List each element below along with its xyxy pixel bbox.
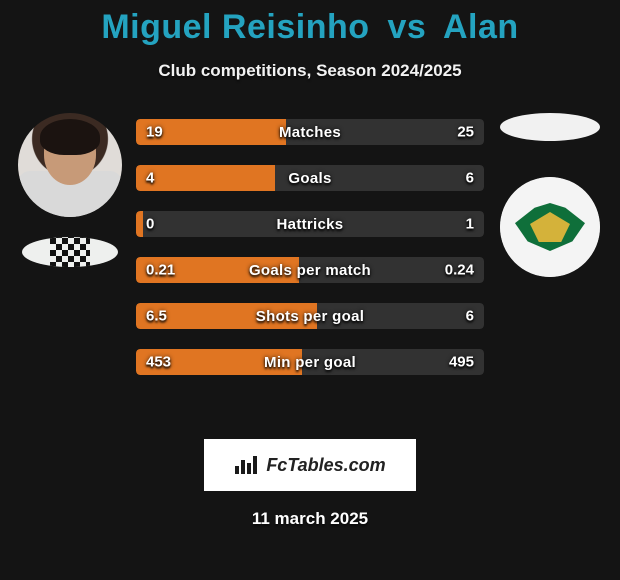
stat-row: 19 25 Matches (136, 119, 484, 145)
stat-value-right: 25 (457, 124, 474, 141)
watermark: FcTables.com (204, 439, 416, 491)
date: 11 march 2025 (0, 509, 620, 529)
player2-club-badge (500, 177, 600, 277)
checker-pattern-icon (50, 237, 90, 267)
stat-row: 0 1 Hattricks (136, 211, 484, 237)
stat-row: 0.21 0.24 Goals per match (136, 257, 484, 283)
stat-value-right: 0.24 (445, 262, 474, 279)
watermark-text: FcTables.com (266, 455, 385, 476)
subtitle: Club competitions, Season 2024/2025 (0, 61, 620, 81)
bar-left-segment (136, 211, 143, 237)
stat-value-right: 495 (449, 354, 474, 371)
stat-value-left: 453 (146, 354, 171, 371)
player1-avatar-hair (40, 119, 100, 155)
stat-label: Goals per match (249, 262, 371, 279)
stat-row: 4 6 Goals (136, 165, 484, 191)
stat-value-left: 4 (146, 170, 154, 187)
player2-photo-placeholder (500, 113, 600, 141)
player2-name: Alan (443, 8, 519, 46)
stat-value-left: 6.5 (146, 308, 167, 325)
bar-left-segment (136, 165, 275, 191)
boavista-icon (22, 237, 118, 267)
stat-label: Min per goal (264, 354, 356, 371)
stat-bars: 19 25 Matches 4 6 Goals 0 1 Hattricks 0.21 0.24 Goa… (136, 119, 484, 395)
stat-value-right: 6 (466, 170, 474, 187)
stat-label: Hattricks (277, 216, 344, 233)
player1-column (8, 113, 132, 267)
comparison-content: 19 25 Matches 4 6 Goals 0 1 Hattricks 0.21 0.24 Goa… (0, 119, 620, 419)
stat-label: Matches (279, 124, 341, 141)
player2-column (488, 113, 612, 277)
player1-name: Miguel Reisinho (101, 8, 369, 46)
player1-avatar (18, 113, 122, 217)
stat-label: Goals (288, 170, 331, 187)
comparison-card: Miguel Reisinho vs Alan Club competition… (0, 0, 620, 580)
bars-icon (234, 454, 260, 476)
vs-label: vs (387, 8, 426, 46)
stat-value-right: 1 (466, 216, 474, 233)
stat-value-left: 0 (146, 216, 154, 233)
stat-value-right: 6 (466, 308, 474, 325)
page-title: Miguel Reisinho vs Alan (0, 8, 620, 47)
stat-row: 453 495 Min per goal (136, 349, 484, 375)
stat-value-left: 19 (146, 124, 163, 141)
stat-value-left: 0.21 (146, 262, 175, 279)
stat-row: 6.5 6 Shots per goal (136, 303, 484, 329)
stat-label: Shots per goal (256, 308, 364, 325)
player1-club-badge (22, 237, 118, 267)
moreirense-icon (500, 177, 600, 277)
